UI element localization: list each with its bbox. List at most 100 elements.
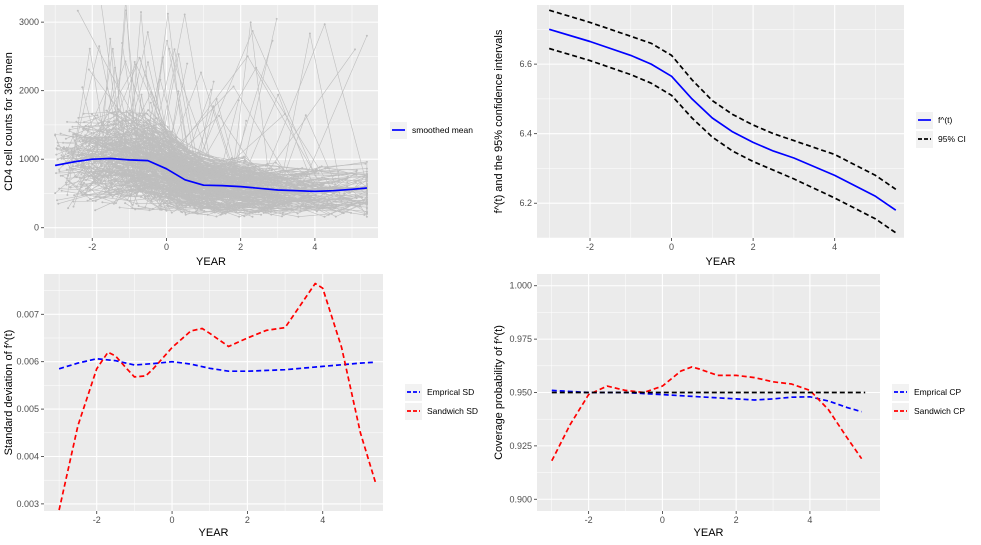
legend-label: smoothed mean [412,125,473,135]
trajectory-point [293,193,296,196]
trajectory-point [87,68,90,71]
trajectory-point [121,184,124,187]
y-tick-label: 6.6 [519,59,532,69]
trajectory-point [193,157,196,160]
trajectory-point [314,172,316,174]
trajectory-point [82,162,85,165]
trajectory-point [175,161,178,164]
trajectory-line [151,192,255,207]
trajectory-point [365,211,368,214]
trajectory-point [170,145,173,148]
trajectory-point [139,133,142,136]
trajectory-point [125,110,128,113]
trajectory-point [137,156,140,159]
trajectory-point [239,168,241,171]
trajectory-point [241,167,244,170]
trajectory-point [120,155,123,158]
trajectory-point [340,200,343,203]
trajectory-point [96,180,99,183]
trajectory-point [81,165,84,168]
trajectory-point [67,155,70,157]
trajectory-point [142,124,145,126]
trajectory-point [125,115,128,118]
trajectory-point [274,161,277,164]
trajectory-line [150,13,307,184]
trajectory-point [296,212,299,215]
trajectory-point [91,199,94,202]
trajectory-point [270,182,273,185]
trajectory-point [365,167,368,170]
trajectory-line [111,115,273,195]
trajectory-point [67,207,70,210]
trajectory-point [108,172,111,175]
trajectory-point [343,192,346,195]
trajectory-point [216,208,219,211]
trajectory-point [82,127,84,130]
trajectory-point [65,183,68,186]
trajectory-point [165,209,168,212]
trajectory-point [67,179,70,182]
trajectory-point [137,179,139,182]
trajectory-point [90,132,93,134]
trajectory-point [170,211,173,214]
trajectory-point [210,88,213,91]
trajectory-point [167,140,170,143]
x-tick-label: 0 [170,515,175,525]
trajectory-point [107,124,110,127]
trajectory-point [165,175,168,178]
trajectory-point [365,160,368,163]
y-tick-label: 0.925 [509,441,532,451]
trajectory-point [253,172,256,175]
trajectory-point [364,162,367,165]
trajectory-point [227,177,230,180]
trajectory-point [125,9,127,12]
trajectory-point [232,203,235,206]
trajectory-point [128,189,131,192]
trajectory-point [202,190,205,193]
trajectory-point [59,132,62,135]
trajectory-point [276,192,279,195]
trajectory-point [177,90,180,93]
trajectory-point [96,114,99,117]
trajectory-point [365,176,368,178]
trajectory-point [137,205,140,207]
series-line-95-ci [548,9,897,191]
trajectory-point [120,182,122,184]
trajectory-point [126,146,129,149]
trajectory-point [81,168,84,171]
trajectory-point [232,85,235,88]
trajectory-point [281,211,284,214]
trajectory-point [270,177,273,180]
trajectory-point [109,151,112,154]
trajectory-point [283,194,286,197]
trajectory-point [236,172,239,175]
trajectory-point [302,171,304,174]
trajectory-point [92,176,95,179]
trajectory-point [101,168,104,171]
y-tick-label: 2000 [19,86,39,96]
trajectory-point [54,134,57,137]
x-tick-label: 0 [669,242,674,252]
trajectory-point [155,117,158,120]
trajectory-point [73,194,76,197]
trajectory-point [184,153,187,156]
trajectory-point [198,179,201,182]
trajectory-point [72,135,75,138]
y-tick-label: 6.2 [519,198,532,208]
trajectory-point [113,155,116,158]
y-tick-label: 1000 [19,154,39,164]
trajectory-line [101,71,268,180]
y-tick-label: 6.4 [519,129,532,139]
trajectory-point [79,190,82,193]
trajectory-point [365,192,368,195]
trajectory-point [149,101,152,104]
trajectory-point [101,201,104,204]
trajectory-point [71,125,74,128]
trajectory-point [151,207,154,210]
trajectory-point [297,175,299,178]
trajectory-point [136,172,139,175]
trajectory-point [89,137,92,140]
trajectory-point [235,211,238,213]
trajectory-point [78,139,81,142]
trajectory-point [66,194,69,196]
